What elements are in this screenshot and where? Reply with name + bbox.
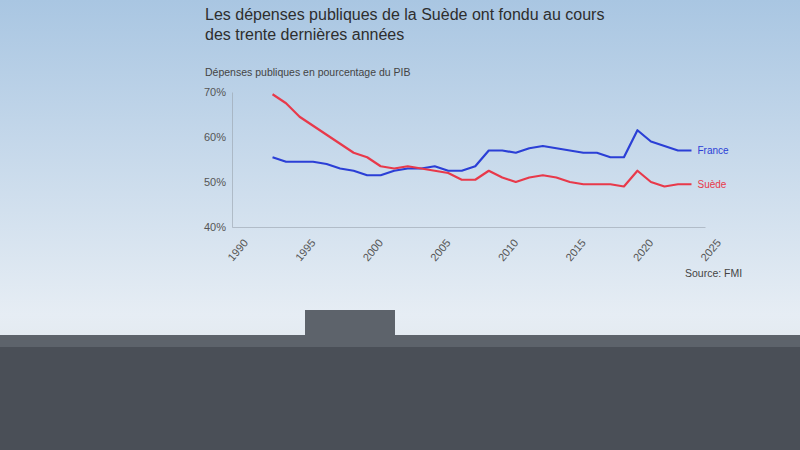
series-line (273, 94, 692, 186)
x-tick-label: 2020 (631, 237, 656, 263)
x-tick-label: 2005 (428, 237, 453, 263)
x-tick: 1995 (293, 227, 318, 263)
y-tick-label: 60% (204, 131, 226, 143)
series-label: Suède (697, 179, 726, 190)
chart: Les dépenses publiques de la Suède ont f… (0, 0, 800, 450)
y-tick: 60% (204, 131, 232, 143)
y-tick-label: 70% (204, 86, 226, 98)
background (0, 0, 800, 450)
x-tick-label: 2025 (698, 237, 723, 263)
building-body (0, 345, 800, 450)
x-tick-label: 1990 (225, 237, 250, 263)
x-tick-label: 1995 (293, 237, 318, 263)
x-tick: 1990 (225, 227, 250, 263)
series-line (273, 130, 692, 175)
y-tick-label: 40% (204, 221, 226, 233)
y-tick: 50% (204, 176, 232, 188)
x-tick: 2015 (563, 227, 588, 263)
title-line: Les dépenses publiques de la Suède ont f… (205, 6, 604, 23)
series-label: France (697, 145, 729, 156)
title: Les dépenses publiques de la Suède ont f… (205, 6, 604, 43)
x-axis-line (233, 227, 706, 228)
y-tick-label: 50% (204, 176, 226, 188)
x-tick: 2000 (360, 227, 385, 263)
x-tick: 2020 (631, 227, 656, 263)
x-tick: 2010 (495, 227, 520, 263)
x-tick-label: 2000 (360, 237, 385, 263)
x-axis: 1990 1995 2000 2005 2010 2015 2020 2025 (225, 227, 723, 263)
x-tick-label: 2015 (563, 237, 588, 263)
x-tick-label: 2010 (495, 237, 520, 263)
y-tick: 70% (204, 86, 232, 98)
x-tick: 2005 (428, 227, 453, 263)
building-roof (0, 335, 800, 347)
lines (273, 94, 692, 186)
y-axis: 40% 50% 60% 70% (204, 86, 233, 233)
subtitle: Dépenses publiques en pourcentage du PIB (205, 66, 410, 78)
building (0, 310, 800, 450)
source: Source: FMI (685, 267, 742, 279)
y-axis-line (232, 93, 233, 228)
title-line: des trente dernières années (205, 26, 404, 43)
series-labels: France Suède (697, 145, 729, 190)
x-tick: 2025 (698, 227, 723, 263)
building-pediment (305, 310, 395, 340)
y-tick: 40% (204, 221, 232, 233)
